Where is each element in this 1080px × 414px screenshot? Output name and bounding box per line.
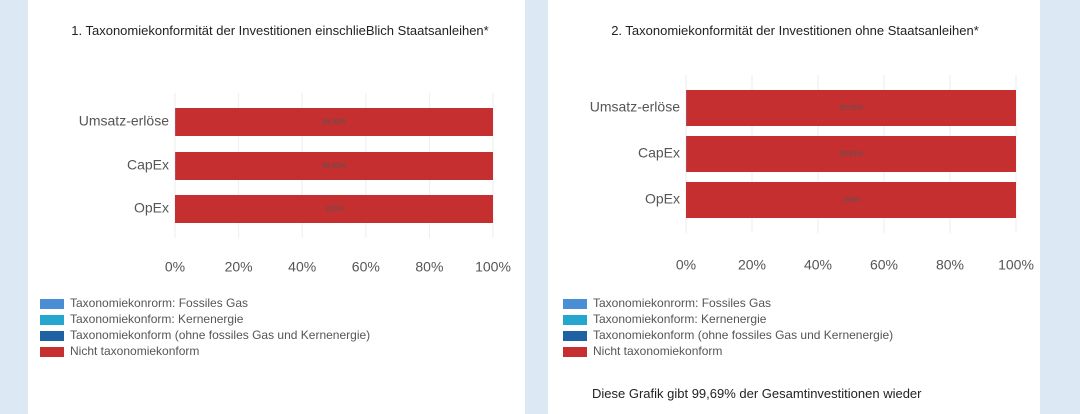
x-tick-label: 20% [225,259,253,275]
x-tick-label: 80% [415,259,443,275]
legend-swatch [563,299,587,309]
data-label: 100% [325,206,343,213]
y-tick-label: Umsatz-erlöse [590,99,680,115]
x-tick-label: 40% [288,259,316,275]
legend-swatch [40,347,64,357]
legend-label: Taxonomiekonrorm: Fossiles Gas [593,296,771,310]
chart-title: 1. Taxonomiekonformität der Investitione… [71,23,489,38]
legend-label: Taxonomiekonform (ohne fossiles Gas und … [593,328,893,342]
legend-swatch [40,331,64,341]
y-tick-label: Umsatz-erlöse [79,113,169,129]
x-tick-label: 60% [352,259,380,275]
data-label: 99,92% [839,105,863,112]
bar-segment [686,90,1016,126]
x-tick-label: 60% [870,257,898,273]
legend-label: Nicht taxonomiekonform [593,344,722,358]
legend-label: Nicht taxonomiekonform [70,344,199,358]
bar-segment [175,108,493,136]
legend-label: Taxonomiekonrorm: Fossiles Gas [70,296,248,310]
legend-swatch [563,331,587,341]
data-label: 99,92% [322,119,346,126]
data-label: 99,93% [322,163,346,170]
y-tick-label: CapEx [638,145,680,161]
legend-label: Taxonomiekonform: Kernenergie [593,312,767,326]
legend-label: Taxonomiekonform (ohne fossiles Gas und … [70,328,370,342]
bar-segment [175,152,493,180]
x-tick-label: 40% [804,257,832,273]
legend-swatch [563,315,587,325]
x-tick-label: 80% [936,257,964,273]
x-tick-label: 100% [998,257,1034,273]
legend-label: Taxonomiekonform: Kernenergie [70,312,244,326]
x-tick-label: 0% [165,259,185,275]
legend-swatch [40,299,64,309]
legend-swatch [563,347,587,357]
data-label: 100% [842,197,860,204]
bar-segment [686,136,1016,172]
chart-title: 2. Taxonomiekonformität der Investitione… [611,23,979,38]
y-tick-label: OpEx [645,191,680,207]
note: Diese Grafik gibt 99,69% der Gesamtinves… [592,386,922,401]
y-tick-label: OpEx [134,200,169,216]
legend-swatch [40,315,64,325]
bar-segment [175,195,493,223]
x-tick-label: 100% [475,259,511,275]
bar-segment [686,182,1016,218]
x-tick-label: 20% [738,257,766,273]
x-tick-label: 0% [676,257,696,273]
data-label: 99,93% [839,151,863,158]
y-tick-label: CapEx [127,157,169,173]
